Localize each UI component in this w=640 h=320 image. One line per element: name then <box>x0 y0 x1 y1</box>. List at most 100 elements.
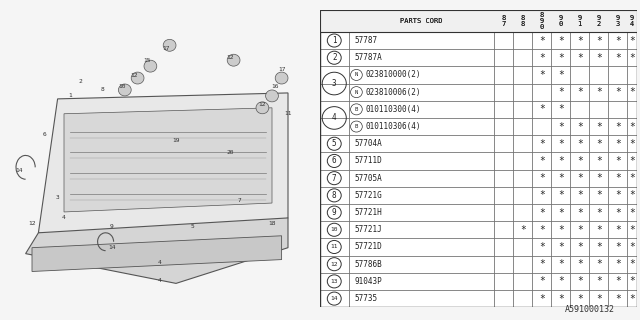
Text: *: * <box>615 173 621 183</box>
Bar <box>570 204 589 221</box>
Text: 10: 10 <box>118 84 125 90</box>
Text: *: * <box>596 53 602 63</box>
Bar <box>320 66 349 84</box>
Text: 6: 6 <box>332 156 337 165</box>
Bar <box>589 204 608 221</box>
Text: 57787: 57787 <box>355 36 378 45</box>
Bar <box>494 152 513 170</box>
Text: 6: 6 <box>43 132 47 137</box>
Bar <box>320 84 349 101</box>
Bar <box>608 10 627 32</box>
Bar <box>494 101 513 118</box>
Text: *: * <box>558 139 564 149</box>
Bar <box>570 152 589 170</box>
Text: *: * <box>629 173 635 183</box>
Bar <box>513 135 532 152</box>
Text: *: * <box>558 104 564 114</box>
Polygon shape <box>64 108 272 212</box>
Text: 4: 4 <box>332 114 337 123</box>
Circle shape <box>144 60 157 72</box>
Text: *: * <box>615 36 621 45</box>
Text: *: * <box>539 242 545 252</box>
Text: *: * <box>596 190 602 200</box>
Bar <box>608 256 627 273</box>
Text: *: * <box>615 139 621 149</box>
Text: *: * <box>539 259 545 269</box>
Circle shape <box>256 102 269 114</box>
Text: *: * <box>615 190 621 200</box>
Bar <box>494 170 513 187</box>
Bar <box>589 152 608 170</box>
Bar <box>320 256 349 273</box>
Polygon shape <box>38 93 288 262</box>
Text: 13: 13 <box>330 279 338 284</box>
Text: *: * <box>629 36 635 45</box>
Text: 8
7: 8 7 <box>502 15 506 27</box>
Text: *: * <box>577 53 582 63</box>
Text: 7: 7 <box>332 174 337 183</box>
Bar <box>349 238 494 256</box>
Text: N: N <box>355 72 358 77</box>
Text: 4: 4 <box>158 260 162 265</box>
Text: 1: 1 <box>332 36 337 45</box>
Bar <box>349 66 494 84</box>
Text: 15: 15 <box>143 58 151 63</box>
Bar <box>627 66 637 84</box>
Text: *: * <box>539 276 545 286</box>
Bar <box>532 49 551 66</box>
Text: *: * <box>629 208 635 218</box>
Text: 5: 5 <box>332 139 337 148</box>
Bar <box>349 135 494 152</box>
Text: 4: 4 <box>158 278 162 283</box>
Bar <box>320 118 349 135</box>
Bar <box>349 290 494 307</box>
Bar <box>551 135 570 152</box>
Text: 9
0: 9 0 <box>559 15 563 27</box>
Text: 8: 8 <box>100 87 104 92</box>
Text: *: * <box>596 139 602 149</box>
Bar <box>513 118 532 135</box>
Text: 91043P: 91043P <box>355 277 383 286</box>
Bar <box>589 273 608 290</box>
Bar <box>513 32 532 49</box>
Bar <box>608 187 627 204</box>
Bar <box>608 66 627 84</box>
Text: *: * <box>539 156 545 166</box>
Text: B: B <box>355 107 358 112</box>
Text: 57735: 57735 <box>355 294 378 303</box>
Bar <box>608 273 627 290</box>
Bar <box>349 187 494 204</box>
Bar <box>513 238 532 256</box>
Text: *: * <box>558 276 564 286</box>
Bar <box>608 32 627 49</box>
Text: 8
7: 8 7 <box>502 15 506 27</box>
Bar <box>532 118 551 135</box>
Circle shape <box>131 72 144 84</box>
Text: *: * <box>558 156 564 166</box>
Text: *: * <box>577 293 582 304</box>
Bar <box>551 32 570 49</box>
Bar <box>532 221 551 238</box>
Text: *: * <box>577 87 582 97</box>
Text: 11: 11 <box>284 111 292 116</box>
Bar <box>551 118 570 135</box>
Bar <box>551 152 570 170</box>
Bar <box>349 10 494 32</box>
Bar <box>589 256 608 273</box>
Text: 7: 7 <box>238 197 242 203</box>
Bar <box>349 118 494 135</box>
Bar <box>532 204 551 221</box>
Text: 9
4: 9 4 <box>630 15 634 27</box>
Bar <box>513 170 532 187</box>
Bar <box>627 32 637 49</box>
Bar <box>320 10 637 32</box>
Text: 3: 3 <box>332 79 337 88</box>
Text: *: * <box>539 225 545 235</box>
Text: *: * <box>615 156 621 166</box>
Bar <box>494 66 513 84</box>
Text: *: * <box>558 70 564 80</box>
Bar <box>570 66 589 84</box>
Text: *: * <box>558 53 564 63</box>
Bar <box>627 256 637 273</box>
Text: 8
9
0: 8 9 0 <box>540 12 544 30</box>
